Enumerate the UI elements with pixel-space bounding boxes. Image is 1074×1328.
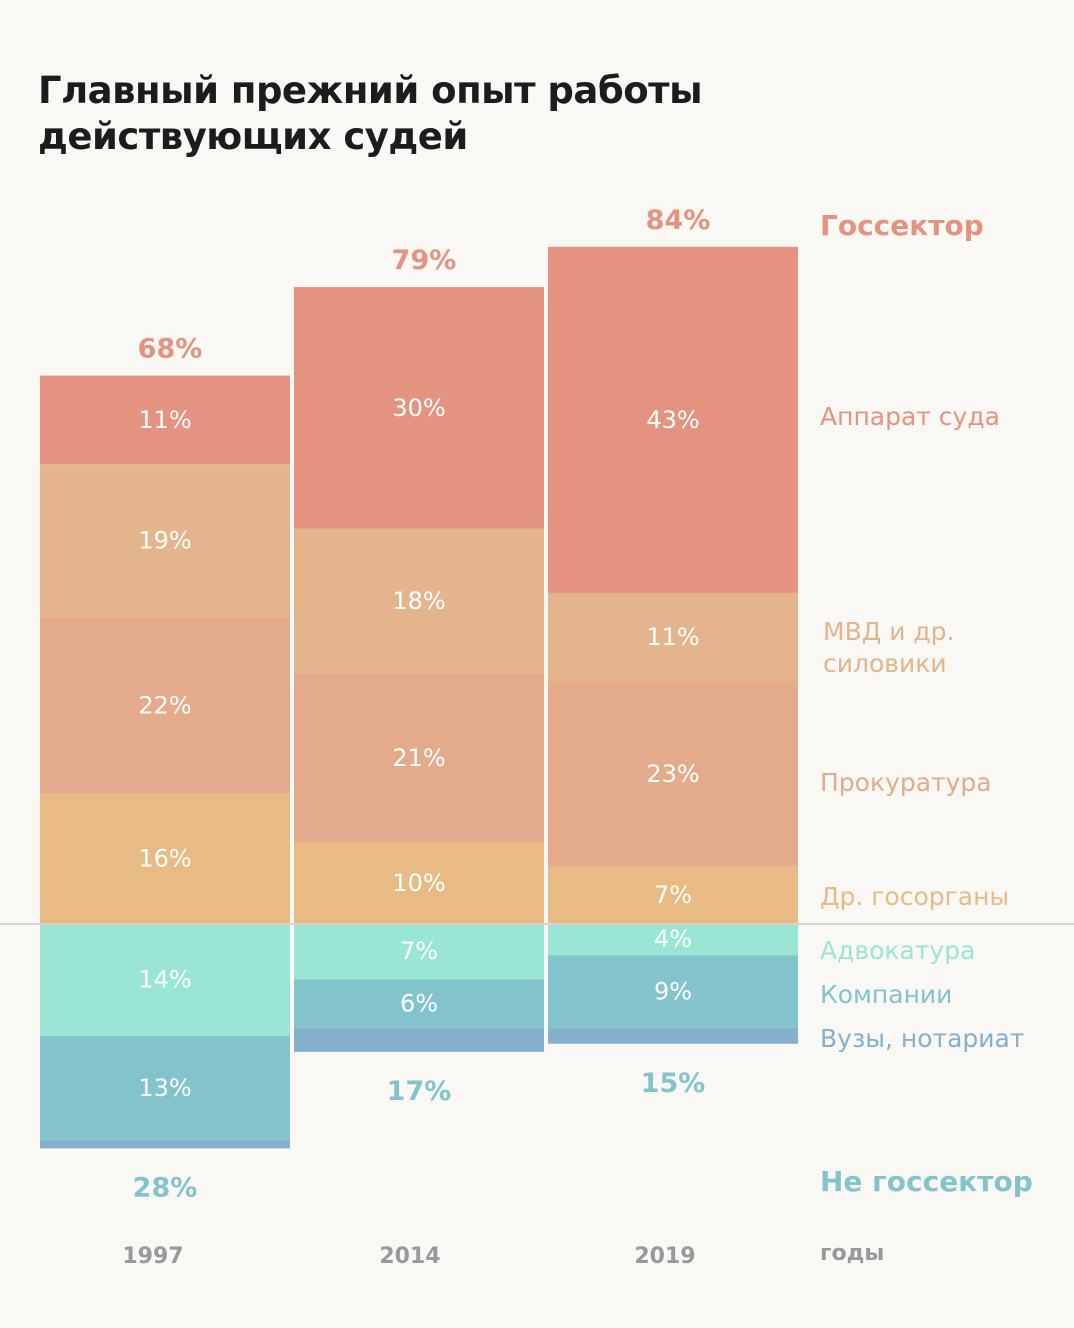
segment-label: 6% <box>400 990 438 1018</box>
segment-label: 30% <box>392 394 445 422</box>
total-label-state: 68% <box>138 334 203 365</box>
bar-segment-1997-below-2 <box>40 1140 290 1149</box>
chart-title: Главный прежний опыт работы действующих … <box>38 68 703 160</box>
x-axis: 1997 2014 2019 годы <box>122 1241 884 1269</box>
bar-segment-2019-below-2 <box>548 1027 798 1044</box>
bar-segment-2014-below-0 <box>294 923 544 980</box>
segment-label: 23% <box>646 760 699 788</box>
chart-title-line-2: действующих судей <box>38 115 468 158</box>
bar-segment-2014-below-1 <box>294 979 544 1028</box>
bar-segment-2014-above-0 <box>294 287 544 529</box>
bar-segment-1997-above-3 <box>40 794 290 923</box>
segment-label: 14% <box>138 965 191 993</box>
total-label-nonstate: 15% <box>641 1068 706 1099</box>
bar-segment-2019-below-0 <box>548 923 798 956</box>
x-tick-label: 1997 <box>122 1244 183 1269</box>
segment-label: 21% <box>392 744 445 772</box>
segment-label: 10% <box>392 869 445 897</box>
bar-segment-2019-above-1 <box>548 592 798 682</box>
bar-segment-1997-above-2 <box>40 617 290 795</box>
segment-label: 13% <box>138 1074 191 1102</box>
segment-label: 9% <box>654 977 692 1005</box>
chart-title-line-1: Главный прежний опыт работы <box>38 69 703 112</box>
legend-item: Прокуратура <box>820 768 992 797</box>
bar-segment-2014-above-3 <box>294 842 544 923</box>
segment-label: 43% <box>646 406 699 434</box>
segment-label: 7% <box>400 937 438 965</box>
legend-item: МВД и др. <box>823 617 955 646</box>
segment-label: 19% <box>138 527 191 555</box>
legend-layer: Госсектор Аппарат суда МВД и др. силовики Пр… <box>820 209 1033 1198</box>
segment-label: 22% <box>138 692 191 720</box>
segment-label: 18% <box>392 587 445 615</box>
segment-label: 11% <box>646 623 699 651</box>
legend-group-nonstate: Не госсектор <box>820 1165 1033 1198</box>
bar-segment-1997-below-0 <box>40 923 290 1036</box>
bar-segment-2019-above-2 <box>548 681 798 867</box>
bar-segment-1997-below-1 <box>40 1035 290 1141</box>
total-label-state: 84% <box>646 205 711 236</box>
bar-segment-2014-above-1 <box>294 528 544 674</box>
bar-segment-2019-below-1 <box>548 955 798 1028</box>
x-tick-label: 2019 <box>634 1244 695 1269</box>
legend-item: Адвокатура <box>820 936 975 965</box>
legend-item: Вузы, нотариат <box>820 1024 1024 1053</box>
segment-label: 7% <box>654 881 692 909</box>
bar-segment-1997-above-1 <box>40 464 290 618</box>
x-tick-label: 2014 <box>379 1244 440 1269</box>
total-label-state: 79% <box>392 245 457 276</box>
segment-label: 11% <box>138 406 191 434</box>
legend-item: силовики <box>823 649 947 678</box>
bar-segment-1997-above-0 <box>40 375 290 465</box>
total-label-nonstate: 17% <box>387 1076 452 1107</box>
bar-segment-2019-above-3 <box>548 866 798 923</box>
legend-item: Аппарат суда <box>820 402 1000 431</box>
total-label-nonstate: 28% <box>133 1172 198 1203</box>
legend-group-state: Госсектор <box>820 209 984 242</box>
legend-item: Др. госорганы <box>820 882 1009 911</box>
labels-layer: 11% 19% 22% 16% 68% 14% 13% 28% 30% 18% 21% 10% 79% 7… <box>133 205 711 1204</box>
bar-segment-2019-above-0 <box>548 246 798 593</box>
x-axis-label: годы <box>820 1241 884 1266</box>
legend-item: Компании <box>820 980 952 1009</box>
segment-label: 4% <box>654 925 692 953</box>
segment-label: 16% <box>138 845 191 873</box>
bar-segment-2014-below-2 <box>294 1027 544 1052</box>
bars-layer <box>40 246 798 1149</box>
bar-segment-2014-above-2 <box>294 673 544 843</box>
